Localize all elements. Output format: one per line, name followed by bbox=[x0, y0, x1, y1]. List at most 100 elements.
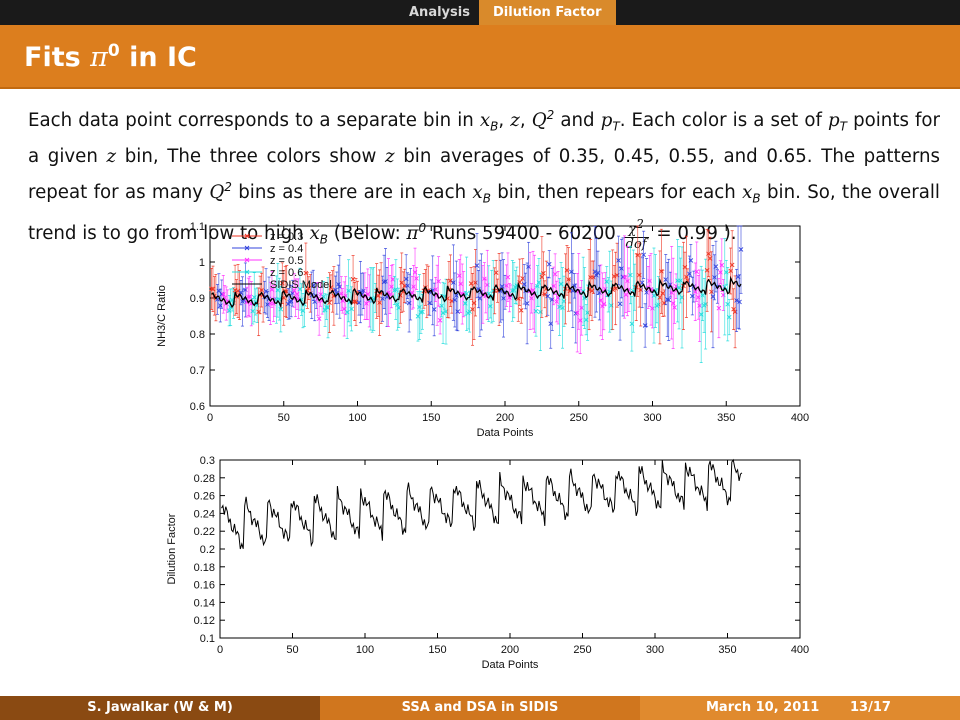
legend-label: SIDIS Model bbox=[270, 279, 332, 291]
data-point bbox=[729, 262, 735, 268]
data-point bbox=[431, 307, 437, 312]
x-tick-label: 0 bbox=[217, 644, 223, 656]
data-point bbox=[641, 252, 646, 258]
data-point bbox=[688, 258, 694, 263]
text: (Below: bbox=[327, 223, 407, 245]
data-point bbox=[455, 309, 461, 314]
y-tick-label: 1.1 bbox=[190, 221, 205, 233]
y-tick-label: 0.16 bbox=[194, 580, 215, 592]
x-tick-label: 400 bbox=[791, 644, 809, 656]
data-point bbox=[533, 308, 539, 314]
y-tick-label: 0.8 bbox=[190, 329, 205, 341]
data-point bbox=[464, 291, 469, 297]
text: and bbox=[554, 110, 601, 132]
math: Q bbox=[531, 110, 547, 132]
text: bin. So, the overall trend is to go from… bbox=[28, 181, 940, 245]
x-tick-label: 200 bbox=[496, 412, 514, 424]
data-point bbox=[722, 284, 728, 290]
data-point bbox=[349, 306, 354, 312]
math-sub: B bbox=[490, 119, 499, 134]
x-tick-label: 350 bbox=[717, 412, 735, 424]
y-tick-label: 0.1 bbox=[200, 633, 215, 645]
nav-tab-dilution-factor[interactable]: Dilution Factor bbox=[479, 0, 616, 25]
math: x bbox=[472, 181, 483, 203]
dilution-factor-plot: 0 50 100 150 200 250 300 350 400 0.1 0.12 0.14 0.16 0… bbox=[166, 455, 809, 671]
text: Each data point corresponds to a separat… bbox=[28, 110, 480, 132]
data-point bbox=[524, 301, 530, 306]
title-pi-symbol: π bbox=[90, 42, 108, 73]
footer-date: March 10, 2011 bbox=[706, 700, 820, 715]
x-tick-label: 200 bbox=[501, 644, 519, 656]
data-point bbox=[628, 272, 633, 278]
x-tick-label: 300 bbox=[646, 644, 664, 656]
legend-label: z = 0.4 bbox=[270, 243, 303, 255]
title-suffix: in IC bbox=[119, 42, 197, 73]
y-tick-label: 0.14 bbox=[194, 597, 215, 609]
y-tick-label: 1 bbox=[199, 257, 205, 269]
data-point bbox=[440, 310, 446, 316]
math-sub: B bbox=[319, 233, 328, 248]
fraction-denominator: dof bbox=[625, 237, 647, 253]
text: bin, The three colors show bbox=[116, 145, 386, 167]
data-point bbox=[552, 271, 558, 277]
math-sup: 0 bbox=[418, 221, 427, 236]
footer-date-page: March 10, 2011 13/17 bbox=[640, 696, 960, 720]
legend-label: z = 0.6 bbox=[270, 267, 303, 279]
y-axis-label: Dilution Factor bbox=[166, 513, 178, 584]
data-point bbox=[350, 276, 356, 282]
data-point bbox=[616, 258, 621, 263]
data-point bbox=[437, 318, 443, 323]
data-point bbox=[518, 307, 524, 313]
x-tick-label: 50 bbox=[278, 412, 290, 424]
x-tick-label: 300 bbox=[643, 412, 661, 424]
x-tick-label: 400 bbox=[791, 412, 809, 424]
data-point bbox=[505, 274, 511, 280]
fraction-numerator: χ2 bbox=[623, 216, 649, 239]
y-tick-label: 0.7 bbox=[190, 365, 205, 377]
data-point bbox=[726, 314, 732, 320]
y-tick-label: 0.28 bbox=[194, 473, 215, 485]
text: . Each color is a set of bbox=[619, 110, 828, 132]
data-point bbox=[738, 247, 744, 252]
slide-title: Fits π0 in IC bbox=[24, 41, 197, 73]
math: Q bbox=[209, 181, 225, 203]
data-point bbox=[672, 305, 677, 310]
math-sub: B bbox=[752, 191, 761, 206]
nav-tab-analysis[interactable]: Analysis bbox=[409, 5, 470, 20]
legend-marker bbox=[244, 257, 250, 263]
dilution-factor-line bbox=[221, 458, 743, 550]
data-point bbox=[719, 262, 725, 268]
nh3-c-ratio-chart: 0 50 100 150 200 250 300 350 400 0.6 0.7 0.8 0.9 1 1.1… bbox=[150, 218, 810, 453]
data-point bbox=[278, 306, 284, 312]
title-bar: Fits π0 in IC bbox=[0, 25, 960, 89]
legend-marker bbox=[244, 269, 250, 275]
x-tick-label: 250 bbox=[570, 412, 588, 424]
plot-frame bbox=[219, 459, 801, 639]
text: bin, then repears for each bbox=[490, 181, 743, 203]
math-sub: T bbox=[612, 119, 620, 134]
data-point bbox=[493, 270, 499, 276]
data-point bbox=[694, 269, 700, 275]
data-point bbox=[467, 309, 472, 314]
x-axis-label: Data Points bbox=[477, 427, 534, 439]
data-point bbox=[474, 263, 480, 268]
math: x bbox=[309, 223, 320, 245]
y-tick-label: 0.22 bbox=[194, 526, 215, 538]
data-point bbox=[414, 276, 419, 281]
math: x bbox=[742, 181, 753, 203]
y-tick-label: 0.3 bbox=[200, 455, 215, 467]
data-point bbox=[436, 279, 441, 284]
data-point bbox=[545, 293, 551, 299]
math: z bbox=[106, 145, 117, 167]
x-tick-label: 250 bbox=[573, 644, 591, 656]
legend-marker bbox=[244, 233, 250, 239]
math: p bbox=[600, 110, 613, 132]
math: x bbox=[479, 110, 491, 132]
x-tick-label: 100 bbox=[356, 644, 374, 656]
y-tick-label: 0.2 bbox=[200, 544, 215, 556]
data-point bbox=[716, 305, 722, 311]
dilution-factor-chart: 0 50 100 150 200 250 300 350 400 0.1 0.12 0.14 0.16 0… bbox=[150, 450, 810, 690]
math-sup: 2 bbox=[636, 216, 644, 231]
x-tick-label: 150 bbox=[428, 644, 446, 656]
data-point bbox=[546, 261, 552, 267]
